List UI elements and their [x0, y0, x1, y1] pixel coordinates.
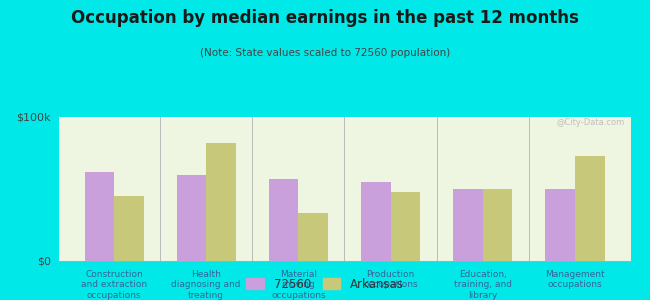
Bar	[575, 156, 604, 261]
Text: (Note: State values scaled to 72560 population): (Note: State values scaled to 72560 popu…	[200, 48, 450, 58]
Bar	[206, 143, 236, 261]
Bar	[361, 182, 391, 261]
Bar	[545, 189, 575, 261]
Bar	[177, 175, 206, 261]
Bar	[391, 192, 420, 261]
Bar	[453, 189, 483, 261]
Text: @City-Data.com: @City-Data.com	[556, 118, 625, 127]
Bar	[269, 179, 298, 261]
Bar	[298, 214, 328, 261]
Bar	[114, 196, 144, 261]
Bar	[84, 172, 114, 261]
Bar	[483, 189, 512, 261]
Legend: 72560, Arkansas: 72560, Arkansas	[243, 274, 407, 294]
Text: Occupation by median earnings in the past 12 months: Occupation by median earnings in the pas…	[71, 9, 579, 27]
